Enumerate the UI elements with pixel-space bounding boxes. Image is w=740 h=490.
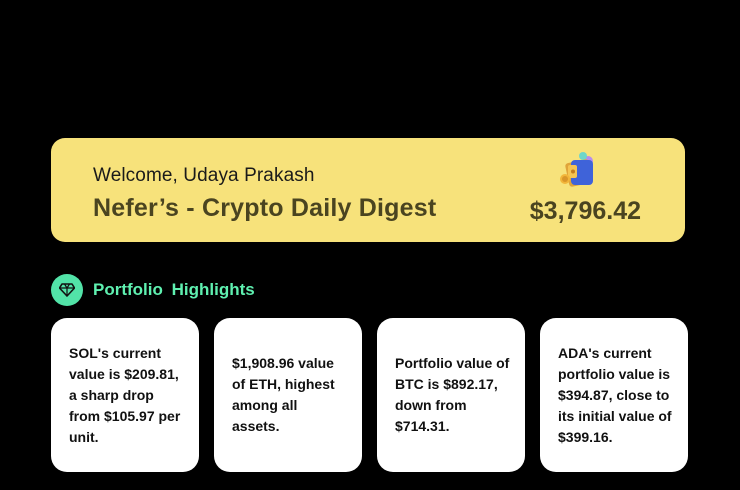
highlight-card-text: ADA's current portfolio value is $394.87… [558, 344, 672, 445]
highlight-card-btc: Portfolio value of BTC is $892.17, down … [377, 318, 525, 472]
portfolio-highlights-header: Portfolio Highlights [51, 274, 255, 306]
portfolio-banner: Welcome, Udaya Prakash Nefer’s - Crypto … [51, 138, 685, 242]
highlight-card-eth: $1,908.96 value of ETH, highest among al… [214, 318, 362, 472]
highlight-card-text: Portfolio value of BTC is $892.17, down … [395, 355, 510, 434]
page-title: Nefer’s - Crypto Daily Digest [93, 194, 437, 222]
highlight-card-ada: ADA's current portfolio value is $394.87… [540, 318, 688, 472]
welcome-text: Welcome, Udaya Prakash [93, 165, 315, 186]
highlight-card-sol: SOL's current value is $209.81, a sharp … [51, 318, 199, 472]
section-title: Portfolio Highlights [93, 280, 255, 299]
highlight-card-text: SOL's current value is $209.81, a sharp … [69, 344, 181, 445]
highlight-card-text: $1,908.96 value of ETH, highest among al… [232, 355, 335, 434]
wallet-icon [560, 152, 593, 187]
diamond-icon [51, 274, 83, 306]
portfolio-total-value: $3,796.42 [529, 197, 641, 225]
